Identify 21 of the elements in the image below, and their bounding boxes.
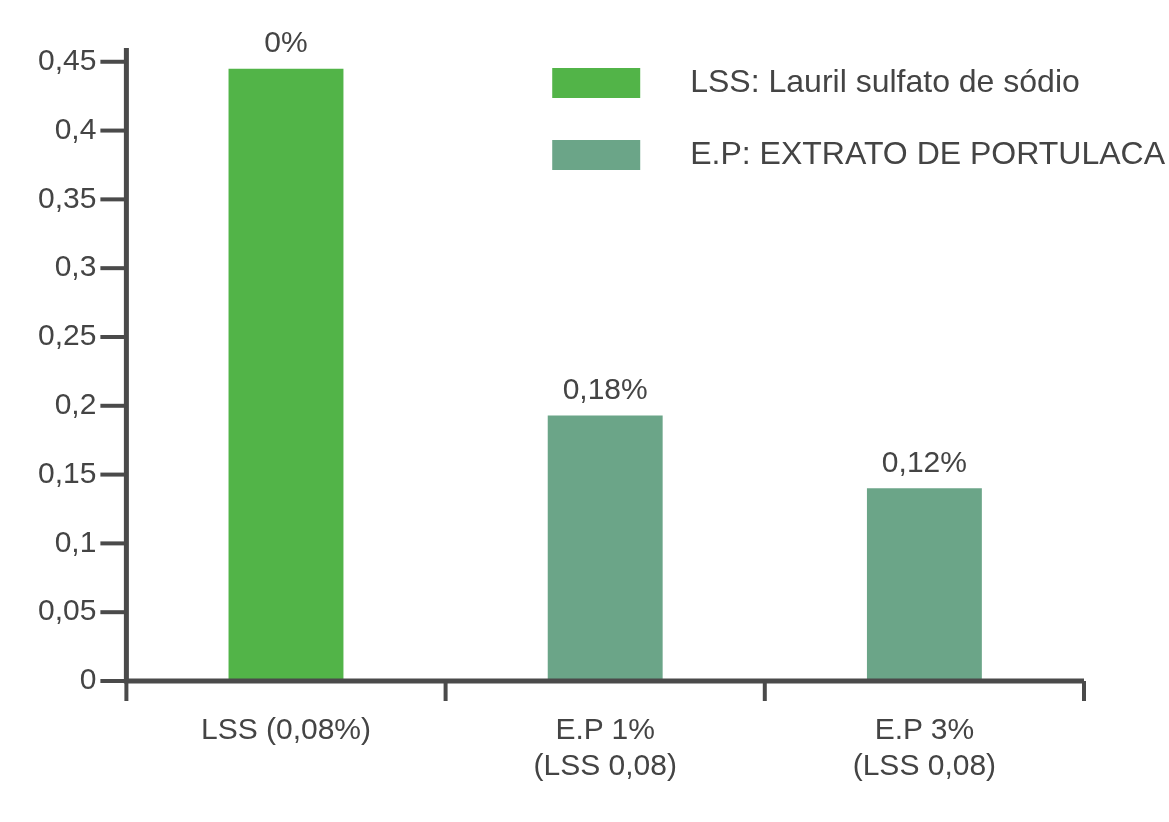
- y-tick-label: 0,05: [38, 593, 97, 627]
- x-tick-label: E.P 1% (LSS 0,08): [533, 712, 677, 782]
- y-tick-label: 0: [79, 662, 97, 696]
- y-tick-label: 0,15: [38, 455, 97, 489]
- bar: [547, 415, 663, 681]
- y-tick-label: 0,3: [54, 249, 97, 283]
- bar: [866, 488, 982, 681]
- y-tick-label: 0,2: [54, 387, 97, 421]
- y-tick-label: 0,45: [38, 43, 97, 77]
- legend-label: LSS: Lauril sulfato de sódio: [690, 62, 1080, 99]
- annotation: 0%: [264, 24, 308, 58]
- y-tick-label: 0,35: [38, 180, 97, 214]
- annotation: 0,18%: [562, 371, 648, 405]
- x-tick-label: LSS (0,08%): [200, 712, 372, 746]
- x-tick-label: E.P 3% (LSS 0,08): [852, 712, 997, 782]
- y-tick-label: 0,25: [38, 318, 97, 352]
- y-tick-label: 0,4: [54, 111, 97, 145]
- y-tick-label: 0,1: [54, 524, 97, 558]
- legend-label: E.P: EXTRATO DE PORTULACA: [690, 134, 1166, 171]
- bar: [228, 68, 344, 681]
- annotation: 0,12%: [881, 444, 967, 478]
